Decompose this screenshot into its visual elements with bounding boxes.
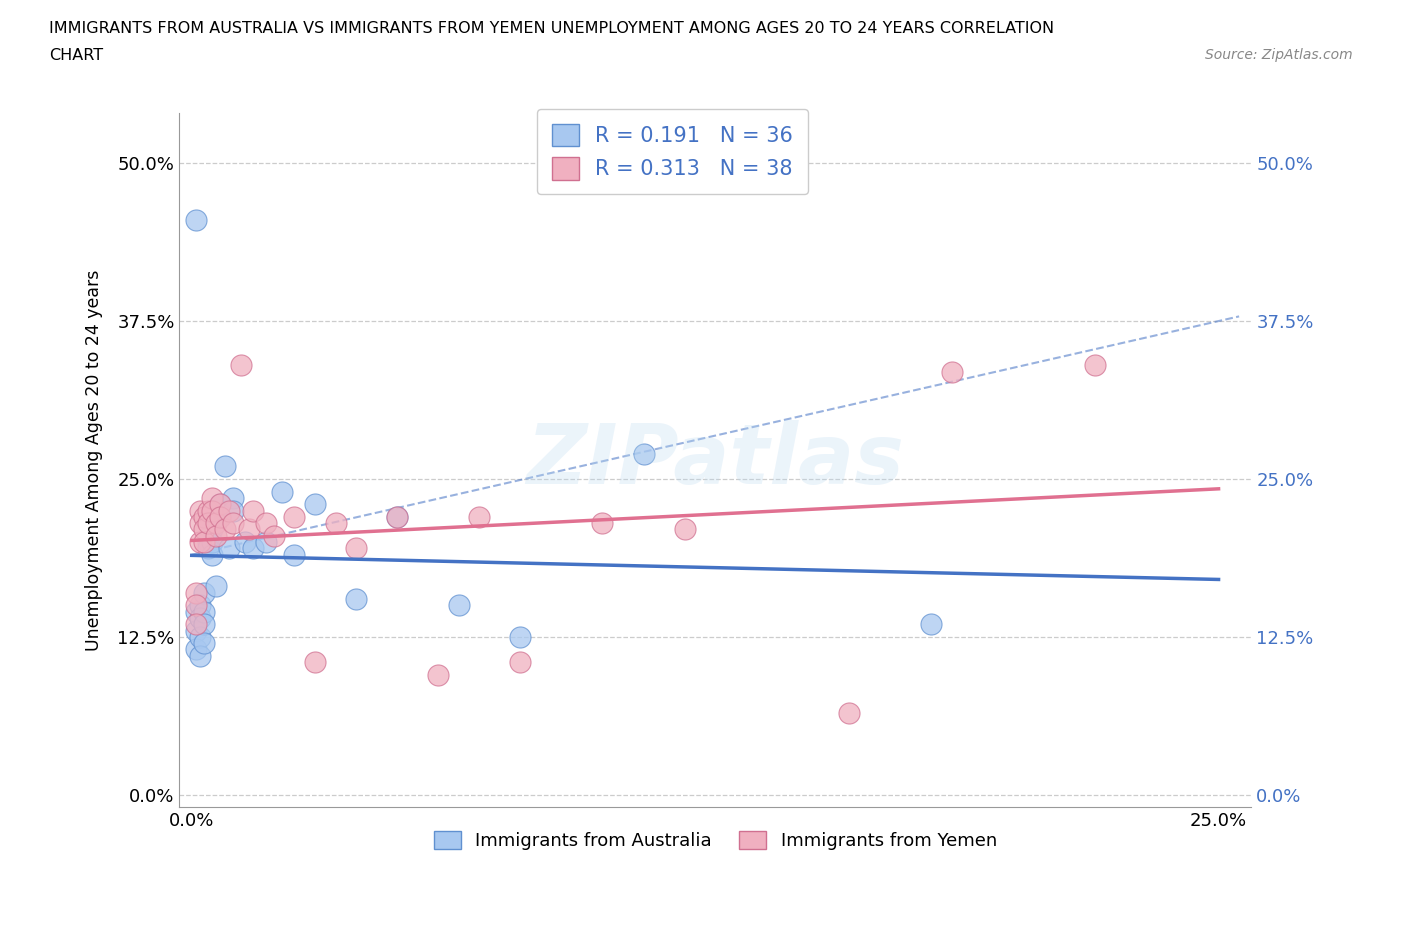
Point xyxy=(193,617,215,631)
Point xyxy=(233,535,256,550)
Point xyxy=(197,541,219,556)
Point xyxy=(201,522,224,537)
Point xyxy=(592,516,614,531)
Point xyxy=(325,516,347,531)
Point xyxy=(188,630,211,644)
Point xyxy=(209,497,232,512)
Point xyxy=(209,510,232,525)
Point xyxy=(920,617,942,631)
Point xyxy=(385,510,408,525)
Point xyxy=(205,516,228,531)
Text: IMMIGRANTS FROM AUSTRALIA VS IMMIGRANTS FROM YEMEN UNEMPLOYMENT AMONG AGES 20 TO: IMMIGRANTS FROM AUSTRALIA VS IMMIGRANTS … xyxy=(49,21,1054,36)
Point xyxy=(184,213,207,228)
Point xyxy=(838,705,860,720)
Point xyxy=(304,655,326,670)
Point xyxy=(229,358,252,373)
Point xyxy=(205,528,228,543)
Point xyxy=(447,598,470,613)
Point xyxy=(193,585,215,600)
Point xyxy=(188,648,211,663)
Point xyxy=(263,528,285,543)
Point xyxy=(184,642,207,657)
Point xyxy=(214,522,236,537)
Point xyxy=(283,547,305,562)
Point xyxy=(222,503,245,518)
Point xyxy=(188,535,211,550)
Point xyxy=(188,503,211,518)
Point xyxy=(941,365,963,379)
Point xyxy=(201,547,224,562)
Point xyxy=(427,668,450,683)
Point xyxy=(193,604,215,619)
Point xyxy=(509,630,531,644)
Point xyxy=(218,541,240,556)
Point xyxy=(633,446,655,461)
Point xyxy=(184,604,207,619)
Point xyxy=(205,578,228,593)
Point xyxy=(218,503,240,518)
Point xyxy=(193,636,215,651)
Point xyxy=(197,503,219,518)
Point xyxy=(193,510,215,525)
Point xyxy=(344,541,367,556)
Point xyxy=(193,535,215,550)
Point xyxy=(188,610,211,625)
Point xyxy=(242,541,264,556)
Point xyxy=(254,516,277,531)
Text: Source: ZipAtlas.com: Source: ZipAtlas.com xyxy=(1205,48,1353,62)
Point xyxy=(201,503,224,518)
Point xyxy=(184,598,207,613)
Point xyxy=(271,485,294,499)
Point xyxy=(188,598,211,613)
Point xyxy=(193,522,215,537)
Point xyxy=(184,585,207,600)
Point xyxy=(197,535,219,550)
Point xyxy=(222,516,245,531)
Point xyxy=(201,490,224,505)
Y-axis label: Unemployment Among Ages 20 to 24 years: Unemployment Among Ages 20 to 24 years xyxy=(86,270,103,651)
Point xyxy=(468,510,491,525)
Point xyxy=(209,510,232,525)
Point xyxy=(509,655,531,670)
Point xyxy=(209,497,232,512)
Point xyxy=(201,535,224,550)
Point xyxy=(385,510,408,525)
Point xyxy=(184,623,207,638)
Point xyxy=(222,490,245,505)
Point xyxy=(254,535,277,550)
Point xyxy=(197,516,219,531)
Point xyxy=(238,522,260,537)
Point xyxy=(184,617,207,631)
Point xyxy=(673,522,696,537)
Point xyxy=(304,497,326,512)
Text: CHART: CHART xyxy=(49,48,103,63)
Point xyxy=(1084,358,1107,373)
Point xyxy=(214,458,236,473)
Legend: Immigrants from Australia, Immigrants from Yemen: Immigrants from Australia, Immigrants fr… xyxy=(426,824,1004,857)
Point xyxy=(188,516,211,531)
Point xyxy=(344,591,367,606)
Text: ZIPatlas: ZIPatlas xyxy=(526,419,904,500)
Point xyxy=(283,510,305,525)
Point xyxy=(242,503,264,518)
